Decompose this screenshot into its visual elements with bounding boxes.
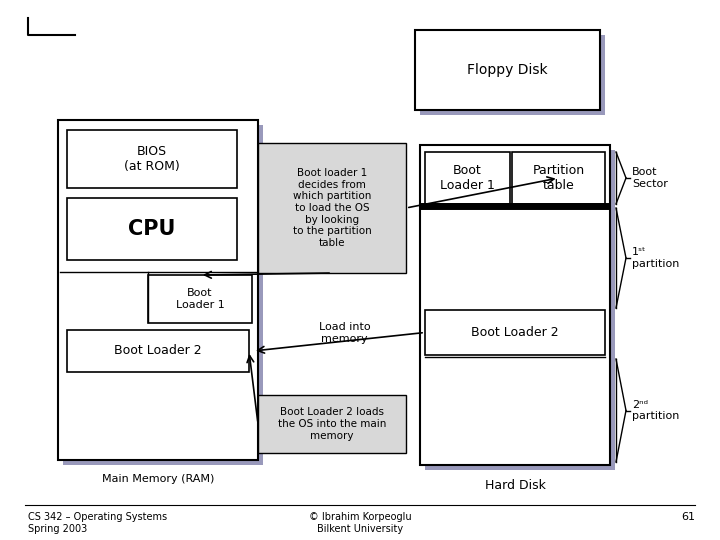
Text: 1ˢᵗ
partition: 1ˢᵗ partition bbox=[632, 247, 680, 269]
Bar bbox=[415, 30, 600, 110]
Text: 2ⁿᵈ
partition: 2ⁿᵈ partition bbox=[632, 400, 680, 421]
Bar bbox=[420, 35, 605, 115]
Text: Partition
table: Partition table bbox=[532, 164, 585, 192]
Text: Boot
Loader 1: Boot Loader 1 bbox=[176, 288, 225, 310]
Text: Load into
memory: Load into memory bbox=[319, 322, 370, 344]
Text: Boot loader 1
decides from
which partition
to load the OS
by looking
to the part: Boot loader 1 decides from which partiti… bbox=[292, 168, 372, 248]
Bar bbox=[420, 145, 610, 465]
Text: Boot Loader 2 loads
the OS into the main
memory: Boot Loader 2 loads the OS into the main… bbox=[278, 407, 386, 441]
Bar bbox=[148, 275, 252, 323]
Bar bbox=[425, 152, 510, 204]
Text: Boot
Sector: Boot Sector bbox=[632, 167, 668, 189]
Text: Floppy Disk: Floppy Disk bbox=[467, 63, 548, 77]
Bar bbox=[258, 395, 406, 453]
Text: Main Memory (RAM): Main Memory (RAM) bbox=[102, 474, 214, 484]
Text: 61: 61 bbox=[681, 512, 695, 522]
Text: Boot Loader 2: Boot Loader 2 bbox=[114, 345, 202, 357]
Text: BIOS
(at ROM): BIOS (at ROM) bbox=[124, 145, 180, 173]
Text: Boot
Loader 1: Boot Loader 1 bbox=[440, 164, 495, 192]
Bar bbox=[258, 143, 406, 273]
Bar bbox=[58, 120, 258, 460]
Text: CS 342 – Operating Systems
Spring 2003: CS 342 – Operating Systems Spring 2003 bbox=[28, 512, 167, 534]
Bar bbox=[512, 152, 605, 204]
Text: © Ibrahim Korpeoglu
Bilkent University: © Ibrahim Korpeoglu Bilkent University bbox=[309, 512, 411, 534]
Bar bbox=[425, 150, 615, 470]
Text: CPU: CPU bbox=[128, 219, 176, 239]
Text: Hard Disk: Hard Disk bbox=[485, 479, 546, 492]
Bar bbox=[425, 310, 605, 355]
Bar bbox=[67, 330, 249, 372]
Bar bbox=[67, 130, 237, 188]
Text: Boot Loader 2: Boot Loader 2 bbox=[471, 326, 559, 339]
Bar bbox=[67, 198, 237, 260]
Bar bbox=[63, 125, 263, 465]
